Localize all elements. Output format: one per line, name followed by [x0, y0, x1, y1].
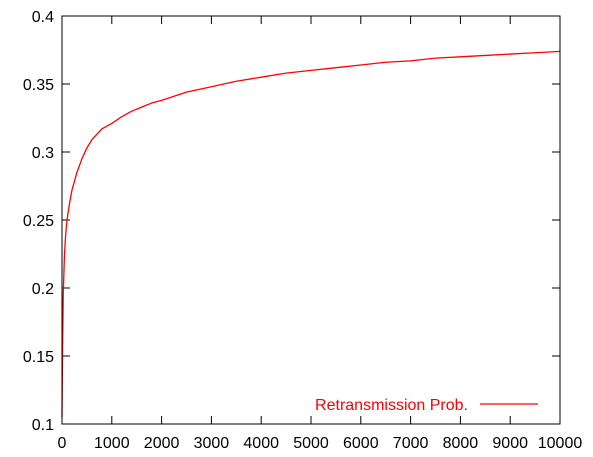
y-tick-label: 0.25 — [23, 213, 54, 230]
plot-frame — [61, 15, 561, 425]
legend: Retransmission Prob. — [315, 397, 538, 414]
y-tick-label: 0.3 — [32, 145, 54, 162]
x-tick-label: 8000 — [443, 435, 479, 452]
x-axis-ticks: 0 1000 2000 3000 4000 5000 6000 7000 8000 9000 100… — [58, 16, 583, 452]
y-tick-label: 0.4 — [32, 9, 54, 26]
series-layer — [61, 50, 561, 418]
series-line-retransmission-prob — [61, 50, 561, 418]
x-tick-label: 4000 — [243, 435, 279, 452]
x-tick-label: 3000 — [194, 435, 230, 452]
y-tick-label: 0.1 — [32, 417, 54, 434]
x-tick-label: 0 — [58, 435, 67, 452]
x-tick-label: 1000 — [94, 435, 130, 452]
y-tick-label: 0.2 — [32, 281, 54, 298]
x-tick-label: 10000 — [538, 435, 583, 452]
legend-label-retransmission-prob: Retransmission Prob. — [315, 397, 468, 414]
y-tick-label: 0.15 — [23, 349, 54, 366]
x-tick-label: 9000 — [492, 435, 528, 452]
x-tick-label: 7000 — [393, 435, 429, 452]
x-tick-label: 6000 — [343, 435, 379, 452]
y-tick-label: 0.35 — [23, 77, 54, 94]
x-tick-label: 2000 — [144, 435, 180, 452]
x-tick-label: 5000 — [293, 435, 329, 452]
